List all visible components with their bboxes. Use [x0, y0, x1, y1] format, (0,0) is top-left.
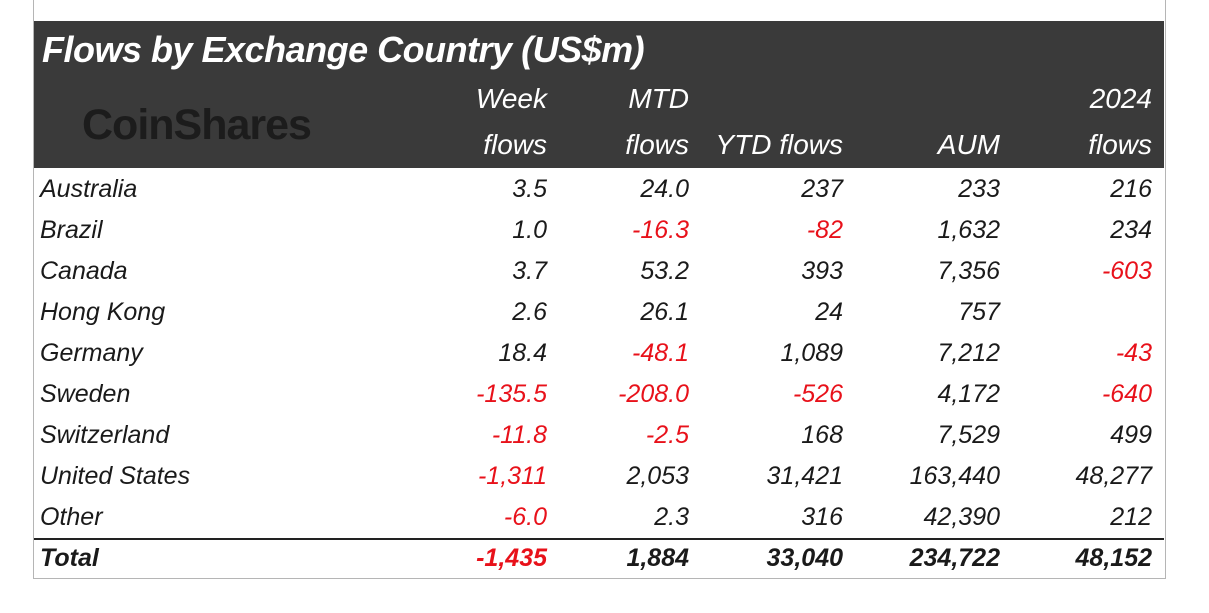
country-label: Germany — [40, 339, 143, 367]
total-label: Total — [40, 544, 99, 572]
col-2024-header-line2: flows — [1088, 129, 1152, 160]
cell-ytd-flows: 1,089 — [780, 339, 843, 367]
cell-mtd-flows: -208.0 — [618, 380, 689, 408]
table-header: Flows by Exchange Country (US$m) CoinSha… — [34, 21, 1164, 168]
cell-week-flows: -1,435 — [476, 544, 547, 572]
cell-flows-2024: -603 — [1101, 257, 1152, 285]
cell-week-flows: -6.0 — [503, 503, 547, 531]
cell-mtd-flows: 26.1 — [640, 298, 689, 326]
cell-aum: 42,390 — [923, 503, 1000, 531]
table-frame — [33, 0, 1166, 579]
cell-mtd-flows: 2,053 — [626, 462, 689, 490]
cell-mtd-flows: -2.5 — [645, 421, 689, 449]
cell-mtd-flows: 2.3 — [654, 503, 689, 531]
cell-flows-2024: 234 — [1110, 216, 1152, 244]
cell-week-flows: 1.0 — [512, 216, 547, 244]
cell-aum: 7,529 — [937, 421, 1000, 449]
cell-mtd-flows: -48.1 — [632, 339, 689, 367]
cell-ytd-flows: 33,040 — [766, 544, 843, 572]
cell-week-flows: 2.6 — [512, 298, 547, 326]
country-label: Canada — [40, 257, 128, 285]
cell-aum: 1,632 — [937, 216, 1000, 244]
col-mtd-header-line1: MTD — [628, 83, 689, 114]
table-row: Switzerland -11.8 -2.5 168 7,529 499 — [34, 415, 1164, 456]
table-row: Germany 18.4 -48.1 1,089 7,212 -43 — [34, 333, 1164, 374]
cell-flows-2024: -43 — [1115, 339, 1152, 367]
cell-ytd-flows: -526 — [792, 380, 843, 408]
cell-flows-2024: 216 — [1110, 175, 1152, 203]
col-ytd-header: YTD flows — [715, 129, 843, 160]
country-label: Sweden — [40, 380, 131, 408]
table-title: Flows by Exchange Country (US$m) — [42, 29, 645, 70]
table-row: Australia 3.5 24.0 237 233 216 — [34, 169, 1164, 210]
cell-ytd-flows: 168 — [801, 421, 843, 449]
cell-aum: 4,172 — [937, 380, 1000, 408]
cell-ytd-flows: 31,421 — [766, 462, 843, 490]
country-label: United States — [40, 462, 191, 490]
cell-week-flows: -11.8 — [491, 421, 547, 449]
cell-ytd-flows: -82 — [806, 216, 843, 244]
table-row: Brazil 1.0 -16.3 -82 1,632 234 — [34, 210, 1164, 251]
cell-week-flows: 18.4 — [498, 339, 547, 367]
col-week-header-line1: Week — [475, 83, 547, 114]
table-row: Hong Kong 2.6 26.1 24 757 — [34, 292, 1164, 333]
cell-mtd-flows: 1,884 — [626, 544, 689, 572]
country-label: Switzerland — [40, 421, 170, 449]
cell-flows-2024: -640 — [1101, 380, 1152, 408]
coinshares-logo: CoinShares — [82, 101, 312, 149]
cell-aum: 7,356 — [937, 257, 1000, 285]
cell-ytd-flows: 24 — [815, 298, 843, 326]
cell-aum: 757 — [958, 298, 1000, 326]
country-label: Brazil — [40, 216, 103, 244]
cell-aum: 234,722 — [909, 544, 1000, 572]
cell-ytd-flows: 237 — [801, 175, 843, 203]
col-week-header-line2: flows — [483, 129, 547, 160]
table-row: Canada 3.7 53.2 393 7,356 -603 — [34, 251, 1164, 292]
cell-ytd-flows: 316 — [801, 503, 843, 531]
col-2024-header-line1: 2024 — [1089, 83, 1152, 114]
cell-flows-2024: 48,277 — [1075, 462, 1152, 490]
country-label: Australia — [40, 175, 138, 203]
cell-aum: 163,440 — [909, 462, 1000, 490]
cell-week-flows: 3.7 — [512, 257, 547, 285]
total-divider — [34, 538, 1164, 540]
cell-flows-2024: 212 — [1110, 503, 1152, 531]
cell-aum: 233 — [958, 175, 1000, 203]
cell-mtd-flows: 53.2 — [640, 257, 689, 285]
cell-mtd-flows: -16.3 — [632, 216, 689, 244]
col-mtd-header-line2: flows — [625, 129, 689, 160]
country-label: Other — [40, 503, 103, 531]
table-row: Sweden -135.5 -208.0 -526 4,172 -640 — [34, 374, 1164, 415]
cell-flows-2024: 499 — [1110, 421, 1152, 449]
cell-week-flows: 3.5 — [512, 175, 547, 203]
table-row: United States -1,311 2,053 31,421 163,440 48,… — [34, 456, 1164, 497]
cell-week-flows: -135.5 — [476, 380, 547, 408]
cell-flows-2024: 48,152 — [1075, 544, 1152, 572]
total-row: Total -1,435 1,884 33,040 234,722 48,152 — [34, 538, 1164, 579]
table-row: Other -6.0 2.3 316 42,390 212 — [34, 497, 1164, 538]
cell-ytd-flows: 393 — [801, 257, 843, 285]
cell-aum: 7,212 — [937, 339, 1000, 367]
cell-mtd-flows: 24.0 — [640, 175, 689, 203]
col-aum-header: AUM — [937, 129, 1000, 160]
cell-week-flows: -1,311 — [477, 462, 547, 490]
country-label: Hong Kong — [40, 298, 166, 326]
